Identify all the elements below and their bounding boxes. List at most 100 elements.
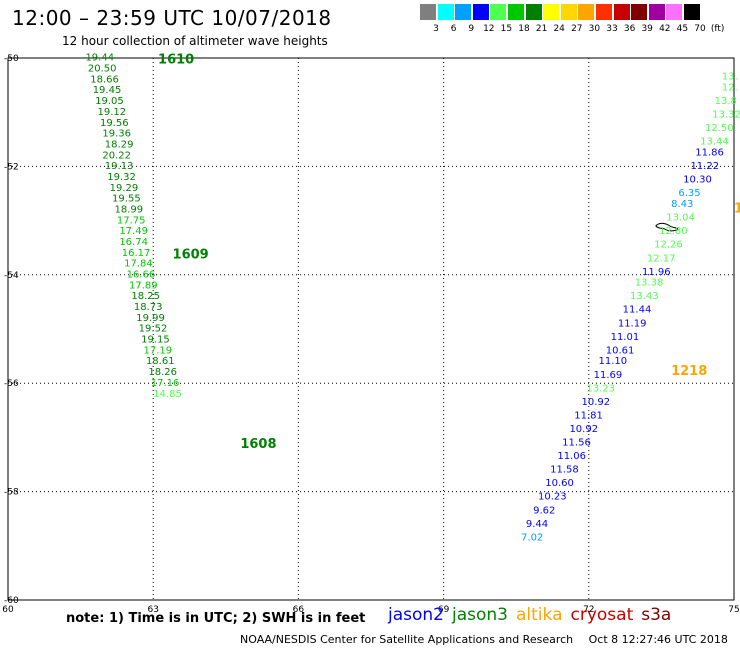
scale-swatch [543,4,560,20]
map-frame [7,57,735,601]
swh-value-label: 19.36 [102,129,131,140]
latitude-tick-label: -50 [4,54,19,64]
scale-label: 45 [676,24,689,34]
scale-swatch [472,4,489,20]
credit-line: NOAA/NESDIS Center for Satellite Applica… [240,633,740,646]
swh-value-label: 10.92 [569,424,598,435]
longitude-tick-label: 60 [2,605,14,615]
scale-label: 24 [553,24,565,34]
scale-label: 30 [588,24,601,34]
swh-value-label: 18.99 [114,204,143,215]
swh-value-label: 11.01 [611,332,640,343]
longitude-tick-label: 69 [438,605,450,615]
swh-value-label: 19.05 [95,96,124,107]
scale-label: 39 [641,24,653,34]
swh-value-label: 11.06 [557,451,586,462]
swh-value-label: 9.44 [526,519,548,530]
pass-time-label: 1218 [671,364,707,379]
swh-value-label: 19.52 [139,324,168,335]
swh-value-label: 11.22 [690,161,719,172]
scale-swatch [437,4,454,20]
legend-item-cryosat: cryosat [570,605,634,625]
swh-value-label: 11.96 [642,267,671,278]
scale-label: 33 [606,24,618,34]
swh-value-label: 17.49 [119,226,148,237]
swh-value-label: 14.85 [153,389,182,400]
swh-value-label: 17.84 [124,259,153,270]
swh-value-label: 10.60 [545,478,574,489]
swh-value-label: 11.44 [623,305,652,316]
scale-swatch [525,4,542,20]
scale-swatch [420,4,436,20]
scale-label: 27 [571,24,583,34]
longitude-tick-label: 75 [728,605,739,615]
latitude-tick-label: -52 [4,162,19,172]
island-outline [655,222,679,232]
swh-value-label: 13.23 [586,383,615,394]
map-subtitle: 12 hour collection of altimeter wave hei… [62,34,328,48]
scale-swatch [613,4,630,20]
swh-value-label: 19.55 [112,194,141,205]
scale-label: (ft) [710,24,725,34]
swh-value-label: 11.81 [574,410,603,421]
swh-value-label: 19.99 [136,313,165,324]
swh-value-label: 7.02 [521,532,543,543]
scale-swatch [560,4,577,20]
longitude-tick-label: 63 [147,605,158,615]
legend-item-altika: altika [516,605,563,625]
scale-swatch [508,4,524,20]
swh-value-label: 13.43 [630,291,659,302]
swh-value-label: 12.26 [654,240,683,251]
scale-label: 18 [518,24,530,34]
units-note: note: 1) Time is in UTC; 2) SWH is in fe… [66,611,366,626]
scale-label: 6 [450,24,457,34]
swh-value-label: 11.56 [562,438,591,449]
swh-value-label: 13.8 [715,96,737,107]
swh-value-label: 10.61 [606,345,635,356]
map-title: 12:00 – 23:59 UTC 10/07/2018 [12,6,332,30]
swh-value-label: 19.45 [93,85,122,96]
swh-value-label: 13.44 [700,137,729,148]
swh-value-label: 20.22 [102,150,131,161]
swh-value-label: 10.30 [683,175,712,186]
latitude-tick-label: -60 [4,596,19,606]
swh-value-label: 12. [722,83,738,94]
scale-swatch [596,4,612,20]
pass-time-label: 1608 [240,437,276,452]
scale-label: 70 [694,24,706,34]
swh-value-label: 19.32 [107,172,136,183]
swh-value-label: 11.10 [598,356,627,367]
swh-value-label: 18.66 [90,74,119,85]
swh-value-label: 16.66 [127,270,156,281]
latitude-tick-label: -56 [4,379,19,389]
scale-label: 9 [468,24,475,34]
satellite-legend: jason2 jason3 altika cryosat s3a [388,605,679,625]
scale-swatch [648,4,665,20]
legend-item-jason3: jason3 [452,605,508,625]
latitude-tick-label: -58 [4,488,19,498]
scale-label: 12 [483,24,495,34]
swh-value-label: 17.75 [117,215,146,226]
swh-value-label: 19.56 [100,118,129,129]
swh-value-label: 12.50 [705,123,734,134]
swh-value-label: 18.29 [105,139,134,150]
scale-label: 15 [500,24,513,34]
scale-swatch [666,4,683,20]
swh-value-label: 11.69 [594,370,623,381]
swh-value-label: 18.61 [146,356,175,367]
legend-item-s3a: s3a [641,605,672,625]
scale-label: 42 [659,24,671,34]
swh-value-label: 19.29 [110,183,139,194]
scale-swatch [455,4,472,20]
swh-value-label: 13.32 [712,110,740,121]
swh-value-label: 18.26 [148,367,177,378]
swh-value-label: 16.74 [119,237,148,248]
swh-value-label: 9.62 [533,505,555,516]
swh-value-label: 13. [722,72,738,83]
pass-time-label: 121 [734,201,740,216]
swh-value-label: 17.16 [151,378,180,389]
swh-value-label: 20.50 [88,64,117,75]
swh-value-label: 19.13 [105,161,134,172]
swh-value-label: 12.80 [659,226,688,237]
credit-org: NOAA/NESDIS Center for Satellite Applica… [240,633,574,646]
